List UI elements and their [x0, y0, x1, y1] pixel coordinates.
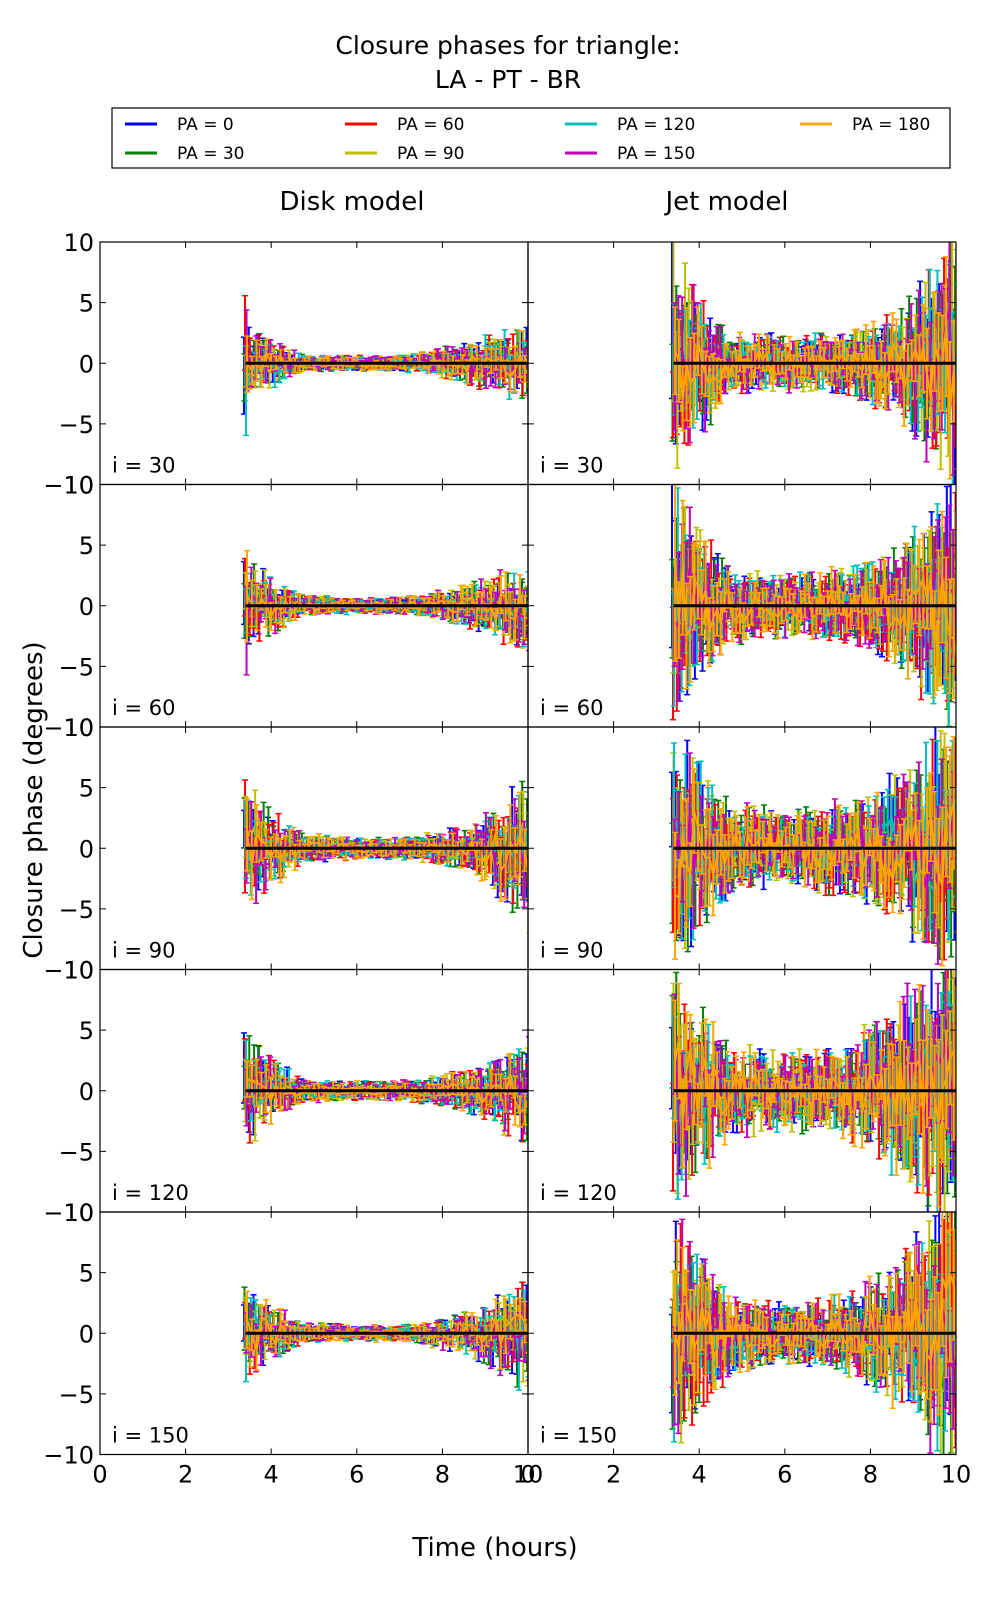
y-tick-label: 0: [79, 350, 94, 378]
panel-plot-area: [668, 484, 956, 727]
y-tick-label: 10: [63, 229, 94, 257]
series-line: [674, 326, 956, 411]
legend-label: PA = 180: [852, 115, 930, 135]
y-tick-label: −5: [59, 653, 94, 681]
inclination-label: i = 30: [540, 454, 604, 478]
legend-label: PA = 60: [397, 115, 464, 135]
inclination-label: i = 60: [112, 696, 176, 720]
legend-label: PA = 0: [177, 115, 234, 135]
panel-plot-area: [240, 294, 528, 437]
legend-entry: PA = 30: [125, 144, 244, 164]
legend-entry: PA = 150: [565, 144, 695, 164]
panel-plot-area: [240, 549, 528, 676]
panel: i = 60: [527, 483, 957, 728]
y-tick-label: 5: [79, 290, 94, 318]
panel-grid: 10 5 0 −5 −10 i = 30 i = 30 10 5 0 −5 −10 i = 60 i = …: [43, 229, 971, 1489]
y-tick-label: −10: [43, 714, 94, 742]
legend-entry: PA = 180: [800, 115, 930, 135]
legend-entry: PA = 0: [125, 115, 234, 135]
y-tick-label: −5: [59, 411, 94, 439]
legend-label: PA = 30: [177, 144, 244, 164]
y-tick-label: 0: [79, 593, 94, 621]
column-title-disk: Disk model: [279, 187, 424, 217]
y-tick-label: 10: [63, 472, 94, 500]
legend-label: PA = 120: [617, 115, 695, 135]
column-title-jet: Jet model: [663, 187, 788, 217]
inclination-label: i = 30: [112, 454, 176, 478]
legend-entry: PA = 90: [345, 144, 464, 164]
legend-entry: PA = 120: [565, 115, 695, 135]
legend: PA = 0 PA = 30 PA = 60 PA = 90 PA = 120 PA = …: [111, 107, 951, 169]
panel: 10 5 0 −5 −10 i = 60: [43, 472, 529, 742]
panel: i = 30: [527, 241, 957, 486]
y-tick-label: −10: [43, 472, 94, 500]
figure-title-line1: Closure phases for triangle:: [335, 31, 680, 60]
y-tick-label: 5: [79, 532, 94, 560]
legend-label: PA = 90: [397, 144, 464, 164]
panel-plot-area: [668, 242, 956, 485]
series-pa120: [243, 328, 528, 437]
legend-label: PA = 150: [617, 144, 695, 164]
panel: 10 5 0 −5 −10 i = 30: [43, 229, 529, 500]
legend-frame: [111, 107, 951, 169]
legend-entry: PA = 60: [345, 115, 464, 135]
figure-title-line2: LA - PT - BR: [435, 65, 581, 94]
